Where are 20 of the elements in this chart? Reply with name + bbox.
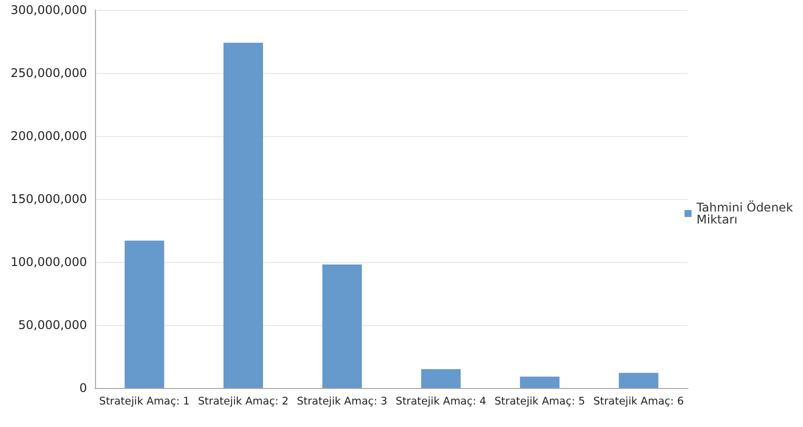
- x-tick-label: Stratejik Amaç: 4: [396, 396, 486, 408]
- bar: [520, 376, 560, 388]
- bar: [421, 369, 461, 388]
- x-tick-label: Stratejik Amaç: 6: [593, 396, 684, 408]
- y-tick-label: 250,000,000: [10, 66, 87, 80]
- y-tick-label: 100,000,000: [10, 255, 87, 269]
- y-tick-label: 50,000,000: [18, 318, 87, 332]
- bar: [223, 42, 264, 388]
- x-tick-label: Stratejik Amaç: 5: [494, 396, 586, 408]
- y-tick-label: 200,000,000: [10, 129, 87, 143]
- bar: [322, 264, 362, 388]
- legend-label: Tahmini Ödenek Miktarı: [696, 200, 794, 226]
- y-tick-label: 0: [79, 381, 87, 395]
- x-tick-label: Stratejik Amaç: 3: [296, 396, 388, 408]
- x-tick-label: Stratejik Amaç: 2: [198, 396, 289, 408]
- y-tick-label: 150,000,000: [10, 192, 87, 206]
- x-tick-label: Stratejik Amaç: 1: [99, 396, 190, 408]
- bar: [618, 372, 658, 388]
- bar: [124, 240, 164, 388]
- y-tick-label: 300,000,000: [10, 3, 87, 17]
